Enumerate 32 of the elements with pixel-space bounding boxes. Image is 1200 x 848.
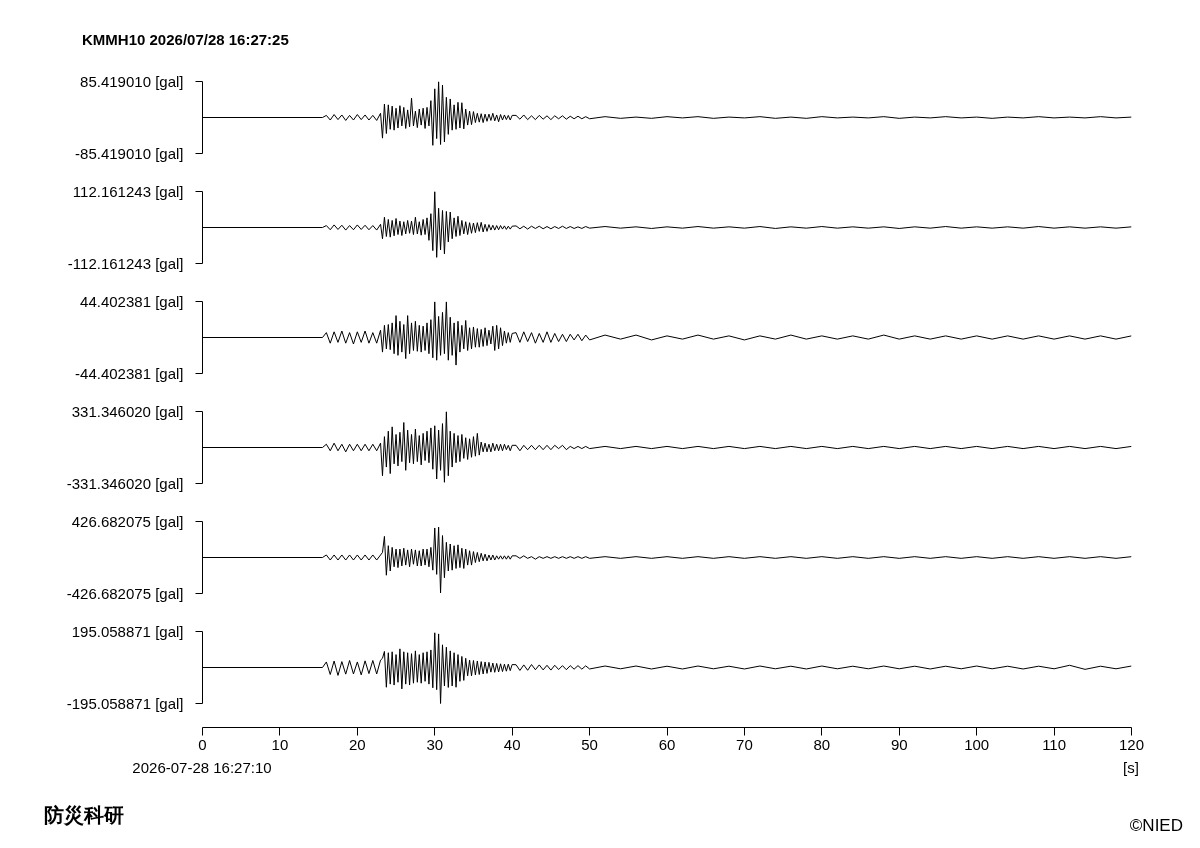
- y-tick-label: 426.682075 [gal]: [71, 513, 184, 530]
- y-tick-label: -331.346020 [gal]: [66, 475, 184, 492]
- y-tick-label: -112.161243 [gal]: [67, 255, 184, 272]
- text: 2026-07-28 16:27:10: [132, 759, 272, 777]
- y-tick-label: 331.346020 [gal]: [71, 403, 184, 420]
- text: 防災科研: [44, 803, 124, 827]
- x-tick-label: 0: [198, 735, 207, 753]
- x-tick-label: 20: [348, 735, 366, 753]
- y-tick-label: 44.402381 [gal]: [80, 293, 184, 310]
- y-tick-label: -195.058871 [gal]: [66, 695, 184, 712]
- x-tick-label: 90: [890, 735, 908, 753]
- text: ©NIED: [1129, 815, 1183, 837]
- chart-title: KMMH10 2026/07/28 16:27:25: [81, 30, 289, 49]
- line-series: [202, 632, 1132, 704]
- x-axis-title: [s]: [1123, 759, 1139, 777]
- x-tick-label: 70: [736, 735, 753, 753]
- x-tick-label: 50: [581, 735, 598, 753]
- y-tick-label: -426.682075 [gal]: [66, 585, 184, 602]
- x-tick-label: 110: [1042, 735, 1067, 753]
- x-tick-label: 80: [813, 735, 831, 753]
- y-tick-label: 85.419010 [gal]: [80, 73, 184, 90]
- x-tick-label: 120: [1118, 735, 1145, 753]
- y-tick-label: 195.058871 [gal]: [71, 623, 184, 640]
- line-series: [202, 526, 1132, 594]
- y-tick-label: -85.419010 [gal]: [75, 145, 184, 162]
- x-tick-label: 30: [426, 735, 444, 753]
- x-tick-label: 60: [658, 735, 676, 753]
- y-tick-label: 112.161243 [gal]: [72, 183, 184, 200]
- x-tick-label: 100: [964, 735, 990, 753]
- x-tick-label: 10: [271, 735, 289, 753]
- x-tick-label: 40: [503, 735, 521, 753]
- y-tick-label: -44.402381 [gal]: [75, 365, 184, 382]
